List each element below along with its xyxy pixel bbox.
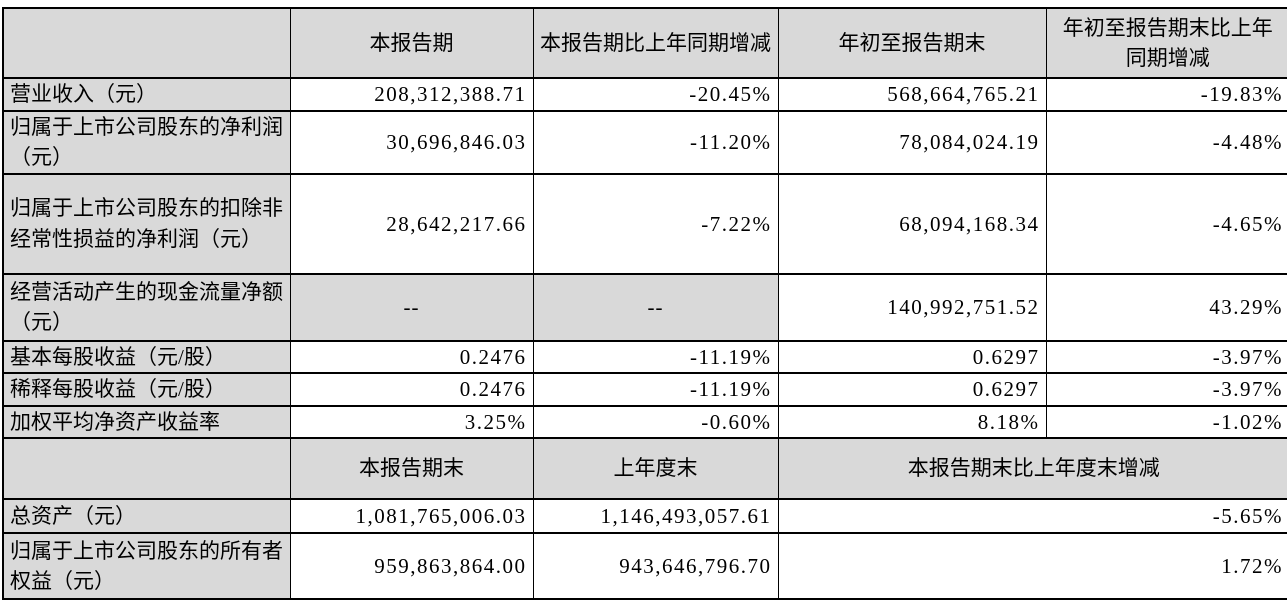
cell-diluted-eps-ytd-yoy: -3.97% — [1045, 372, 1287, 407]
header-corner-cell — [2, 7, 291, 79]
cell-diluted-eps-current-yoy: -11.19% — [532, 372, 779, 407]
row-net-profit-deducted: 归属于上市公司股东的扣除非经常性损益的净利润（元） 28,642,217.66 … — [2, 172, 1287, 275]
cell-basic-eps-current: 0.2476 — [289, 339, 534, 375]
header-current-period-yoy: 本报告期比上年同期增减 — [532, 7, 779, 79]
cell-net-profit-deducted-ytd: 68,094,168.34 — [777, 172, 1047, 275]
row-weighted-avg-roe: 加权平均净资产收益率 3.25% -0.60% 8.18% -1.02% — [2, 404, 1287, 440]
row-label-total-assets: 总资产（元） — [2, 498, 291, 535]
row-equity: 归属于上市公司股东的所有者权益（元） 959,863,864.00 943,64… — [2, 532, 1287, 600]
row-label-basic-eps: 基本每股收益（元/股） — [2, 339, 291, 375]
header-current-period: 本报告期 — [289, 7, 534, 79]
header-corner-cell-2 — [2, 437, 291, 501]
row-label-net-profit: 归属于上市公司股东的净利润（元） — [2, 110, 291, 175]
cell-weighted-avg-roe-current-yoy: -0.60% — [532, 404, 779, 440]
cell-operating-cash-flow-ytd-yoy: 43.29% — [1045, 272, 1287, 342]
cell-basic-eps-ytd-yoy: -3.97% — [1045, 339, 1287, 375]
header-ytd: 年初至报告期末 — [777, 7, 1047, 79]
row-label-weighted-avg-roe: 加权平均净资产收益率 — [2, 404, 291, 440]
cell-operating-cash-flow-current-yoy: -- — [532, 272, 779, 342]
row-label-operating-cash-flow: 经营活动产生的现金流量净额（元） — [2, 272, 291, 342]
row-total-assets: 总资产（元） 1,081,765,006.03 1,146,493,057.61… — [2, 498, 1287, 535]
cell-net-profit-ytd: 78,084,024.19 — [777, 110, 1047, 175]
cell-net-profit-deducted-current: 28,642,217.66 — [289, 172, 534, 275]
row-label-equity: 归属于上市公司股东的所有者权益（元） — [2, 532, 291, 600]
header-row-period: 本报告期 本报告期比上年同期增减 年初至报告期末 年初至报告期末比上年同期增减 — [2, 7, 1287, 79]
cell-equity-change: 1.72% — [777, 532, 1287, 600]
row-label-diluted-eps: 稀释每股收益（元/股） — [2, 372, 291, 407]
cell-total-assets-change: -5.65% — [777, 498, 1287, 535]
header-prior-year-end: 上年度末 — [532, 437, 779, 501]
cell-weighted-avg-roe-current: 3.25% — [289, 404, 534, 440]
row-diluted-eps: 稀释每股收益（元/股） 0.2476 -11.19% 0.6297 -3.97% — [2, 372, 1287, 407]
cell-net-profit-current-yoy: -11.20% — [532, 110, 779, 175]
cell-basic-eps-ytd: 0.6297 — [777, 339, 1047, 375]
cell-basic-eps-current-yoy: -11.19% — [532, 339, 779, 375]
cell-revenue-ytd-yoy: -19.83% — [1045, 77, 1287, 112]
row-operating-cash-flow: 经营活动产生的现金流量净额（元） -- -- 140,992,751.52 43… — [2, 272, 1287, 342]
cell-weighted-avg-roe-ytd: 8.18% — [777, 404, 1047, 440]
header-row-period-end: 本报告期末 上年度末 本报告期末比上年度末增减 — [2, 437, 1287, 501]
cell-diluted-eps-ytd: 0.6297 — [777, 372, 1047, 407]
header-period-end: 本报告期末 — [289, 437, 534, 501]
cell-net-profit-deducted-ytd-yoy: -4.65% — [1045, 172, 1287, 275]
financial-summary: 本报告期 本报告期比上年同期增减 年初至报告期末 年初至报告期末比上年同期增减 … — [2, 7, 1287, 600]
header-ytd-yoy: 年初至报告期末比上年同期增减 — [1045, 7, 1287, 79]
cell-net-profit-deducted-current-yoy: -7.22% — [532, 172, 779, 275]
cell-equity-period-end: 959,863,864.00 — [289, 532, 534, 600]
header-period-end-change: 本报告期末比上年度末增减 — [777, 437, 1287, 501]
cell-total-assets-period-end: 1,081,765,006.03 — [289, 498, 534, 535]
row-label-revenue: 营业收入（元） — [2, 77, 291, 112]
cell-weighted-avg-roe-ytd-yoy: -1.02% — [1045, 404, 1287, 440]
row-basic-eps: 基本每股收益（元/股） 0.2476 -11.19% 0.6297 -3.97% — [2, 339, 1287, 375]
cell-total-assets-prior-year-end: 1,146,493,057.61 — [532, 498, 779, 535]
row-label-net-profit-deducted: 归属于上市公司股东的扣除非经常性损益的净利润（元） — [2, 172, 291, 275]
cell-revenue-current: 208,312,388.71 — [289, 77, 534, 112]
row-revenue: 营业收入（元） 208,312,388.71 -20.45% 568,664,7… — [2, 77, 1287, 112]
financial-summary-table: 本报告期 本报告期比上年同期增减 年初至报告期末 年初至报告期末比上年同期增减 … — [2, 7, 1287, 600]
cell-diluted-eps-current: 0.2476 — [289, 372, 534, 407]
cell-operating-cash-flow-ytd: 140,992,751.52 — [777, 272, 1047, 342]
cell-net-profit-current: 30,696,846.03 — [289, 110, 534, 175]
cell-equity-prior-year-end: 943,646,796.70 — [532, 532, 779, 600]
cell-operating-cash-flow-current: -- — [289, 272, 534, 342]
cell-revenue-current-yoy: -20.45% — [532, 77, 779, 112]
cell-net-profit-ytd-yoy: -4.48% — [1045, 110, 1287, 175]
row-net-profit: 归属于上市公司股东的净利润（元） 30,696,846.03 -11.20% 7… — [2, 110, 1287, 175]
cell-revenue-ytd: 568,664,765.21 — [777, 77, 1047, 112]
